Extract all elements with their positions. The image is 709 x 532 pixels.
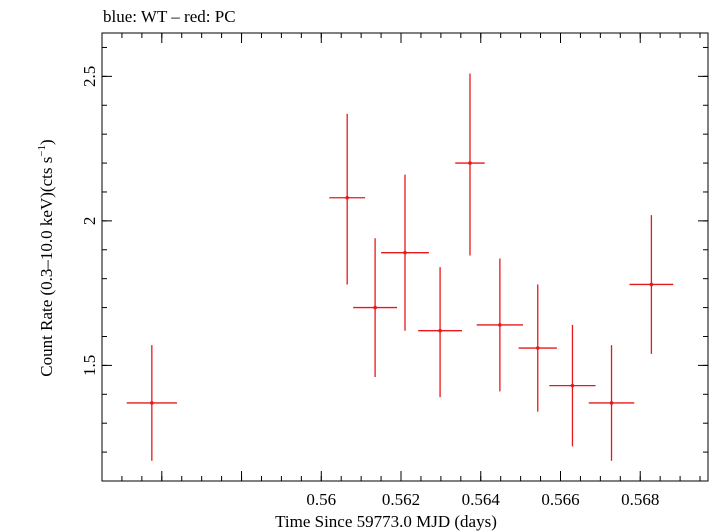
data-marker <box>345 195 349 200</box>
data-point <box>629 215 674 354</box>
data-marker <box>150 401 154 405</box>
data-marker <box>438 328 442 333</box>
data-marker <box>570 383 575 388</box>
data-point <box>588 345 635 461</box>
y-axis-label-main: Count Rate (0.3–10.0 keV)(cts s <box>37 157 56 377</box>
data-marker <box>373 305 377 310</box>
data-series <box>126 73 674 461</box>
y-tick-label: 2.5 <box>80 66 99 87</box>
x-tick-label: 0.56 <box>306 490 336 509</box>
y-axis-label-sup: −1 <box>36 145 48 157</box>
data-point <box>329 113 366 285</box>
data-point <box>518 284 557 412</box>
data-marker <box>535 346 540 350</box>
data-marker <box>609 401 614 405</box>
data-point <box>126 345 177 461</box>
x-axis-tick-labels: 0.56 0.562 0.564 0.566 0.568 <box>306 490 659 509</box>
x-tick-label: 0.562 <box>382 490 420 509</box>
data-marker <box>498 323 502 327</box>
x-tick-label: 0.564 <box>462 490 501 509</box>
data-point <box>549 324 596 447</box>
chart-title: blue: WT – red: PC <box>103 7 236 26</box>
y-axis-label-close: ) <box>37 139 56 145</box>
y-tick-label: 2 <box>80 217 99 226</box>
data-point <box>418 267 463 398</box>
x-tick-label: 0.568 <box>621 490 659 509</box>
y-axis-ticks <box>102 46 708 482</box>
data-marker <box>468 161 472 165</box>
data-point <box>353 238 398 377</box>
data-marker <box>649 282 654 287</box>
y-axis-label: Count Rate (0.3–10.0 keV)(cts s−1) <box>36 139 56 376</box>
x-axis-ticks <box>101 33 701 481</box>
x-tick-label: 0.566 <box>541 490 579 509</box>
y-tick-label: 1.5 <box>80 355 99 376</box>
data-point <box>455 73 485 256</box>
data-point <box>381 174 429 331</box>
plot-frame <box>101 32 709 482</box>
data-point <box>476 258 524 392</box>
x-axis-label: Time Since 59773.0 MJD (days) <box>275 512 497 531</box>
y-axis-tick-labels: 1.5 2 2.5 <box>80 66 99 376</box>
data-marker <box>403 250 407 255</box>
